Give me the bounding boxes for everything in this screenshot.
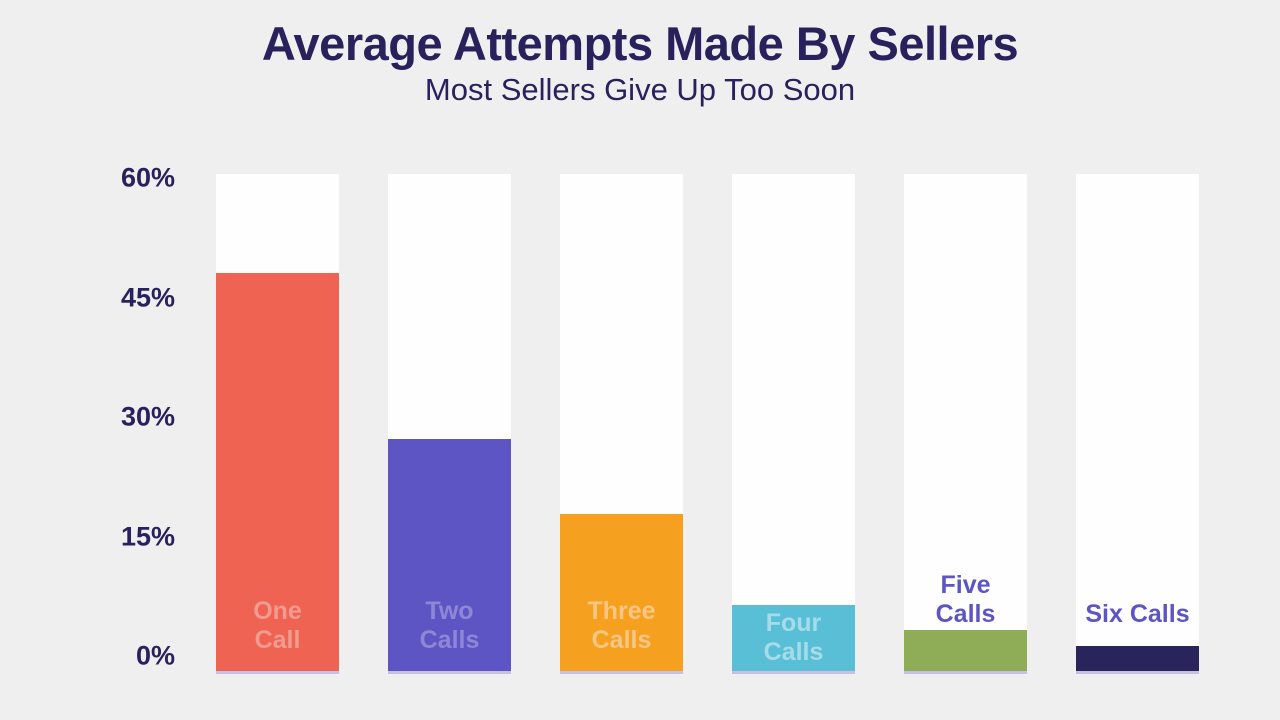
bar-label-line: Calls xyxy=(419,626,480,654)
bar-label-two-calls: Two Calls xyxy=(388,597,511,655)
bar-label-line: Call xyxy=(254,626,301,654)
bar-label-line: Four xyxy=(765,608,822,637)
bar-fill-five-calls xyxy=(904,629,1027,671)
y-axis-tick-label: 15% xyxy=(120,521,175,551)
bar-label-line: Six Calls xyxy=(1085,600,1190,628)
bar-fill-two-calls xyxy=(388,439,511,671)
bar-label-line: One xyxy=(253,597,302,625)
bar-label-five-calls: Five Calls xyxy=(904,571,1027,629)
bar-track-three-calls: Three Calls xyxy=(560,174,683,671)
bar-track-five-calls: Five Calls xyxy=(904,174,1027,671)
bar-label-three-calls: Three Calls xyxy=(560,597,683,655)
bar-label-line: Three xyxy=(587,597,656,625)
bar-label-line: Calls xyxy=(763,637,824,666)
bar-fill-one-call xyxy=(216,273,339,671)
bar-track-six-calls: Six Calls xyxy=(1076,174,1199,671)
bar-label-four-calls: Four Calls xyxy=(732,609,855,667)
bar-label-line: Five xyxy=(940,570,991,599)
chart-title: Average Attempts Made By Sellers xyxy=(261,17,1019,70)
y-axis-tick-label: 0% xyxy=(135,640,175,671)
bar-label-six-calls: Six Calls xyxy=(1076,600,1199,629)
chart-subtitle: Most Sellers Give Up Too Soon xyxy=(424,71,856,107)
bar-fill-four-calls xyxy=(732,604,855,671)
y-axis-tick-label: 30% xyxy=(120,401,175,432)
bar-fill-six-calls xyxy=(1076,646,1199,671)
bar-fill-three-calls xyxy=(560,513,683,671)
y-axis-tick-label: 45% xyxy=(120,282,175,312)
chart-header: Average Attempts Made By Sellers Most Se… xyxy=(0,0,1280,107)
y-axis-tick-label: 60% xyxy=(120,162,175,193)
bar-label-line: Two xyxy=(425,597,474,625)
bar-label-one-call: One Call xyxy=(216,597,339,655)
bar-track-four-calls: Four Calls xyxy=(732,174,855,671)
bar-track-two-calls: Two Calls xyxy=(388,174,511,671)
bar-label-line: Calls xyxy=(591,626,652,654)
bar-track-one-call: One Call xyxy=(216,174,339,671)
bar-label-line: Calls xyxy=(935,599,996,628)
